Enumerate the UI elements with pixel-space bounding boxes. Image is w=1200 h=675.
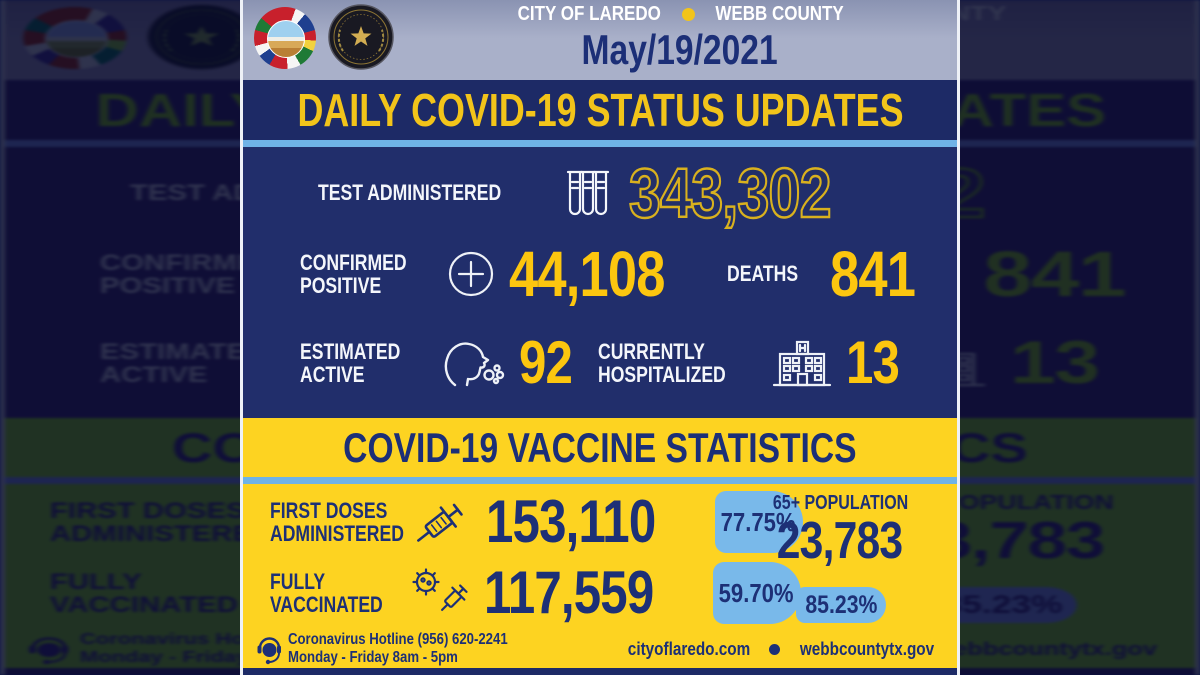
websites: cityoflaredo.com webbcountytx.gov bbox=[617, 639, 946, 660]
divider-strip-top bbox=[240, 140, 960, 147]
tests-label: TEST ADMINISTERED bbox=[318, 180, 502, 206]
test-tubes-icon bbox=[566, 170, 610, 216]
county-website: webbcountytx.gov bbox=[933, 638, 1158, 659]
first-doses-percent-pill: 77.75% bbox=[714, 491, 803, 553]
city-of-laredo-logo bbox=[23, 7, 127, 69]
first-doses-label: FIRST DOSES ADMINISTERED bbox=[270, 497, 404, 546]
headset-icon bbox=[257, 637, 281, 665]
deaths-value: 841 bbox=[983, 238, 1127, 310]
currently-hospitalized-value: 13 bbox=[845, 329, 900, 396]
card-right-border bbox=[957, 0, 960, 675]
bottom-navy-strip bbox=[240, 668, 960, 675]
city-of-laredo-label: CITY OF LAREDO bbox=[517, 3, 661, 25]
deaths-value: 841 bbox=[830, 238, 916, 310]
org-line: CITY OF LAREDO WEBB COUNTY bbox=[408, 3, 952, 26]
senior-percent-pill: 85.23% bbox=[796, 587, 886, 623]
vaccine-title: COVID-19 VACCINE STATISTICS bbox=[343, 423, 857, 471]
fully-vaccinated-value: 117,559 bbox=[484, 559, 654, 626]
active-hospitalized-row: ESTIMATED ACTIVE 92 CURRENTLY HOSPITALIZ… bbox=[300, 328, 900, 398]
webb-county-label: WEBB COUNTY bbox=[715, 3, 844, 25]
laredo-logo-center bbox=[267, 20, 305, 58]
senior-population-label: 65+ POPULATION bbox=[772, 492, 909, 514]
first-doses-value: 153,110 bbox=[486, 488, 656, 555]
deaths-label: DEATHS bbox=[727, 261, 799, 287]
tests-row: TEST ADMINISTERED 343,302 bbox=[318, 152, 875, 234]
hotline-number: Coronavirus Hotline (956) 620-2241 bbox=[288, 630, 508, 648]
navy-dot-icon bbox=[768, 643, 780, 655]
city-website: cityoflaredo.com bbox=[627, 638, 751, 659]
header-band: CITY OF LAREDO WEBB COUNTY May/19/2021 bbox=[240, 0, 960, 80]
senior-population-block: 65+ POPULATION 23,783 bbox=[756, 492, 924, 567]
currently-hospitalized-value: 13 bbox=[1010, 329, 1100, 396]
confirmed-deaths-row: CONFIRMED POSITIVE 44,108 DEATHS 841 bbox=[300, 238, 934, 310]
estimated-active-label: ESTIMATED ACTIVE bbox=[300, 338, 401, 387]
fully-vaccinated-label: FULLY VACCINATED bbox=[270, 568, 383, 617]
divider-strip-bottom bbox=[240, 477, 960, 484]
syringe-icon bbox=[417, 503, 463, 542]
webb-county-seal bbox=[328, 4, 394, 70]
county-website: webbcountytx.gov bbox=[799, 638, 935, 659]
coughing-person-icon bbox=[445, 342, 505, 387]
covid-infographic-card: CITY OF LAREDO WEBB COUNTY May/19/2021 D… bbox=[240, 0, 960, 675]
currently-hospitalized-label: CURRENTLY HOSPITALIZED bbox=[598, 338, 727, 387]
fully-vaccinated-label: FULLY VACCINATED bbox=[49, 568, 238, 617]
hotline-hours: Monday - Friday 8am - 5pm bbox=[288, 649, 458, 666]
daily-status-banner: DAILY COVID-19 STATUS UPDATES bbox=[240, 80, 960, 140]
card-right-border bbox=[1195, 0, 1200, 675]
fully-vaccinated-percent-pill: 59.70% bbox=[712, 562, 801, 624]
city-of-laredo-logo bbox=[254, 7, 316, 69]
confirmed-positive-label: CONFIRMED POSITIVE bbox=[300, 249, 407, 298]
hotline-text: Coronavirus Hotline (956) 620-2241 Monda… bbox=[288, 631, 546, 668]
confirmed-positive-label: CONFIRMED POSITIVE bbox=[99, 249, 278, 298]
estimated-active-label: ESTIMATED ACTIVE bbox=[99, 338, 268, 387]
first-doses-label: FIRST DOSES ADMINISTERED bbox=[49, 497, 274, 546]
hospital-icon bbox=[772, 340, 832, 387]
plus-circle-icon bbox=[449, 251, 494, 297]
report-date: May/19/2021 bbox=[581, 26, 779, 73]
fully-vaccinated-row: FULLY VACCINATED 117,559 59.70% bbox=[270, 560, 801, 626]
daily-status-title: DAILY COVID-19 STATUS UPDATES bbox=[296, 84, 904, 136]
vaccine-section-background bbox=[240, 418, 960, 675]
headset-icon bbox=[29, 637, 69, 665]
laredo-logo-center bbox=[44, 20, 109, 58]
card-left-border bbox=[240, 0, 243, 675]
yellow-dot-icon bbox=[682, 8, 696, 21]
vaccine-banner: COVID-19 VACCINE STATISTICS bbox=[240, 418, 960, 477]
header-text: CITY OF LAREDO WEBB COUNTY May/19/2021 bbox=[408, 3, 952, 73]
footer-row: Coronavirus Hotline (956) 620-2241 Monda… bbox=[256, 630, 946, 668]
senior-population-value: 23,783 bbox=[777, 512, 903, 570]
estimated-active-value: 92 bbox=[519, 329, 573, 396]
first-doses-row: FIRST DOSES ADMINISTERED 153,110 77.75% bbox=[270, 486, 803, 558]
confirmed-positive-value: 44,108 bbox=[509, 238, 665, 310]
card-left-border bbox=[0, 0, 5, 675]
virus-vaccine-icon bbox=[412, 568, 468, 611]
tests-value: 343,302 bbox=[628, 154, 833, 232]
